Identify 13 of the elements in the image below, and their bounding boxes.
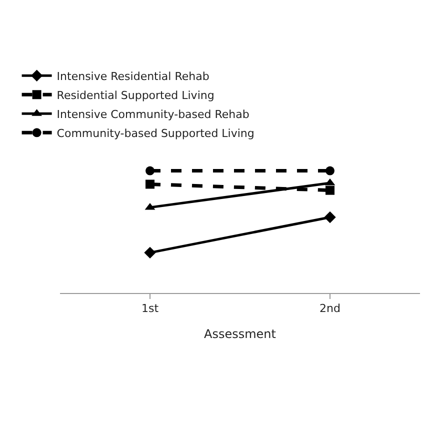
point [146,166,154,176]
x-tick-label: 2nd [320,302,340,316]
point [326,166,334,176]
point [324,211,336,224]
point [144,246,156,259]
legend-label: Community-based Supported Living [56,126,254,140]
legend-label: Intensive Community-based Rehab [56,108,250,121]
x-tick-label: 1st [141,302,160,316]
legend-label: Intensive Residential Rehab [56,70,210,83]
point [146,180,154,189]
point [326,186,334,195]
legend-label: Residential Supported Living [56,88,214,102]
x-axis-title: Assessment [204,327,276,342]
